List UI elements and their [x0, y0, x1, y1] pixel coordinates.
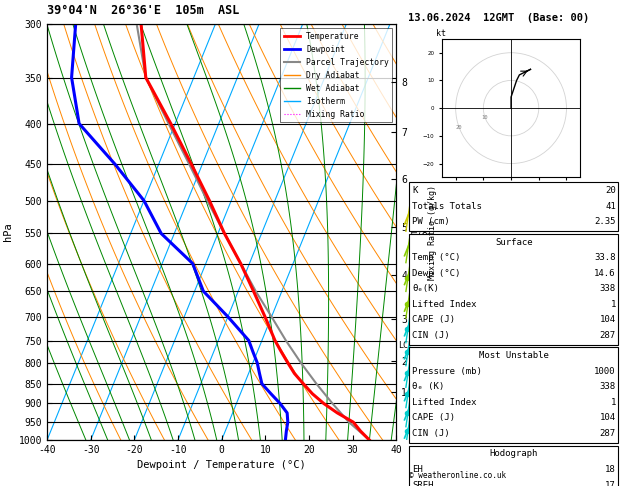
Text: 10: 10 [482, 115, 488, 120]
Text: © weatheronline.co.uk: © weatheronline.co.uk [409, 471, 506, 480]
Y-axis label: km
ASL: km ASL [408, 223, 430, 241]
Text: K: K [412, 186, 418, 195]
Text: 33.8: 33.8 [594, 253, 616, 262]
Text: 1000: 1000 [594, 367, 616, 376]
Text: EH: EH [412, 465, 423, 474]
Text: θₑ (K): θₑ (K) [412, 382, 444, 391]
Text: 104: 104 [599, 414, 616, 422]
Text: Hodograph: Hodograph [490, 450, 538, 458]
Text: 41: 41 [605, 202, 616, 210]
Text: θₑ(K): θₑ(K) [412, 284, 439, 293]
Text: CIN (J): CIN (J) [412, 331, 450, 340]
Text: Most Unstable: Most Unstable [479, 351, 549, 360]
Text: 287: 287 [599, 331, 616, 340]
X-axis label: Dewpoint / Temperature (°C): Dewpoint / Temperature (°C) [137, 460, 306, 470]
Text: CAPE (J): CAPE (J) [412, 414, 455, 422]
Text: PW (cm): PW (cm) [412, 217, 450, 226]
Text: CAPE (J): CAPE (J) [412, 315, 455, 324]
Text: LCL: LCL [398, 341, 413, 349]
Text: 39°04'N  26°36'E  105m  ASL: 39°04'N 26°36'E 105m ASL [47, 4, 240, 17]
Text: Dewp (°C): Dewp (°C) [412, 269, 460, 278]
Text: Mixing Ratio (g/kg): Mixing Ratio (g/kg) [428, 185, 437, 279]
Text: 2.35: 2.35 [594, 217, 616, 226]
Text: kt: kt [437, 29, 446, 38]
Text: Totals Totals: Totals Totals [412, 202, 482, 210]
Text: 1: 1 [610, 398, 616, 407]
Text: 18: 18 [605, 465, 616, 474]
Text: 287: 287 [599, 429, 616, 438]
Text: Lifted Index: Lifted Index [412, 398, 477, 407]
Legend: Temperature, Dewpoint, Parcel Trajectory, Dry Adiabat, Wet Adiabat, Isotherm, Mi: Temperature, Dewpoint, Parcel Trajectory… [281, 28, 392, 122]
Text: Pressure (mb): Pressure (mb) [412, 367, 482, 376]
Text: SREH: SREH [412, 481, 433, 486]
Text: 14.6: 14.6 [594, 269, 616, 278]
Text: 338: 338 [599, 284, 616, 293]
Text: Temp (°C): Temp (°C) [412, 253, 460, 262]
Text: 20: 20 [605, 186, 616, 195]
Text: 338: 338 [599, 382, 616, 391]
Text: 104: 104 [599, 315, 616, 324]
Text: Lifted Index: Lifted Index [412, 300, 477, 309]
Text: Surface: Surface [495, 238, 533, 246]
Text: CIN (J): CIN (J) [412, 429, 450, 438]
Text: 20: 20 [456, 124, 462, 130]
Text: 17: 17 [605, 481, 616, 486]
Text: 13.06.2024  12GMT  (Base: 00): 13.06.2024 12GMT (Base: 00) [408, 13, 589, 23]
Text: 1: 1 [610, 300, 616, 309]
Y-axis label: hPa: hPa [3, 223, 13, 242]
